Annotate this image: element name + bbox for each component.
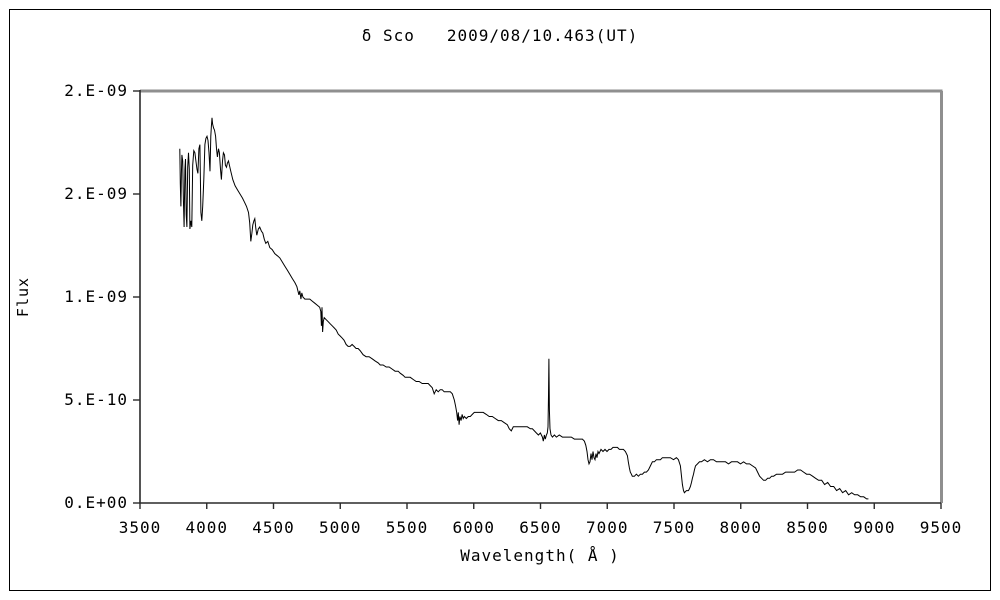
image-border bbox=[9, 9, 991, 591]
x-tick-label: 9000 bbox=[852, 518, 896, 537]
x-tick-label: 6500 bbox=[519, 518, 562, 537]
y-tick-label: 1.E-09 bbox=[64, 287, 128, 306]
y-tick-label: 2.E-09 bbox=[64, 81, 128, 100]
x-tick-label: 5500 bbox=[385, 518, 429, 537]
x-tick-label: 9500 bbox=[919, 518, 963, 537]
x-tick-label: 7500 bbox=[652, 518, 696, 537]
x-tick-label: 8500 bbox=[786, 518, 829, 537]
spectrum-line bbox=[179, 117, 869, 500]
x-tick-label: 3500 bbox=[118, 518, 162, 537]
x-tick-label: 6000 bbox=[452, 518, 496, 537]
x-tick-label: 4000 bbox=[185, 518, 229, 537]
chart-title: δ Sco 2009/08/10.463(UT) bbox=[361, 26, 639, 45]
y-tick-label: 2.E-09 bbox=[64, 184, 128, 203]
x-axis-title: Wavelength( Å ) bbox=[460, 546, 620, 565]
y-tick-label: 5.E-10 bbox=[64, 390, 128, 409]
x-tick-label: 8000 bbox=[719, 518, 763, 537]
x-tick-label: 5000 bbox=[318, 518, 362, 537]
x-tick-label: 4500 bbox=[252, 518, 295, 537]
y-tick-label: 0.E+00 bbox=[64, 493, 128, 512]
x-tick-label: 7000 bbox=[585, 518, 629, 537]
